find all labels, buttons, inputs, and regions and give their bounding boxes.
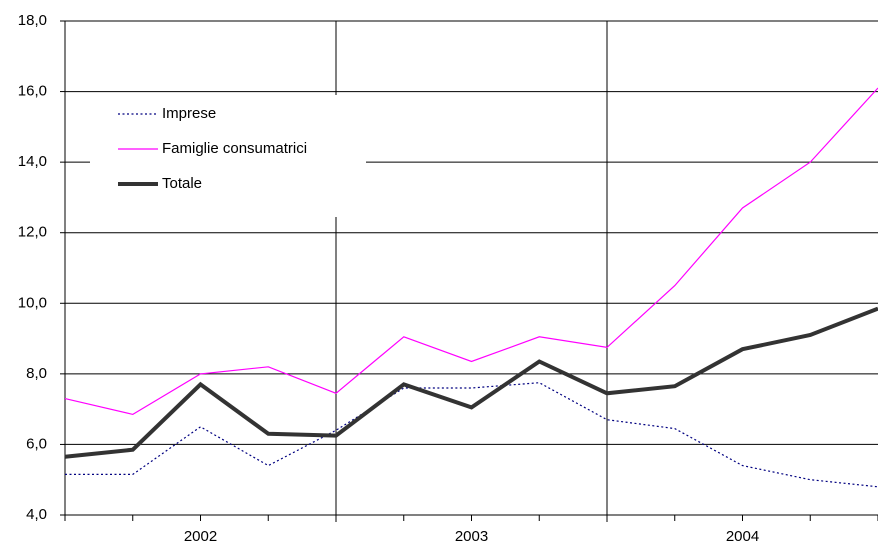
y-tick-label: 14,0 [18,153,47,170]
x-tick-label: 2003 [455,528,488,545]
legend-label: Famiglie consumatrici [162,140,307,157]
y-tick-label: 6,0 [26,435,47,452]
legend: Imprese Famiglie consumatrici Totale [90,95,366,217]
y-tick-label: 18,0 [18,12,47,29]
legend-background [90,95,366,217]
y-tick-label: 16,0 [18,83,47,100]
series [65,382,878,488]
y-tick-label: 8,0 [26,365,47,382]
y-tick-label: 12,0 [18,224,47,241]
series [64,306,878,459]
y-tick-label: 10,0 [18,294,47,311]
y-tick-label: 4,0 [26,506,47,523]
legend-label: Totale [162,175,202,192]
series-line [64,87,878,416]
legend-label: Imprese [162,105,216,122]
x-tick-label: 2002 [184,528,217,545]
series-line [64,306,878,459]
series [64,87,878,416]
x-tick-label: 2004 [726,528,759,545]
series-line [65,382,878,488]
